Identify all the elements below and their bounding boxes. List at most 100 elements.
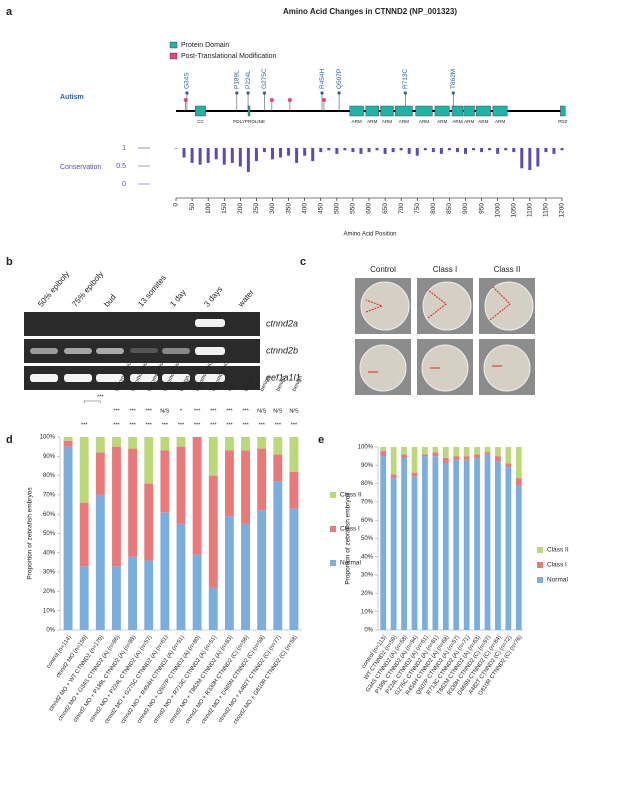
band xyxy=(96,374,124,382)
bar-segment xyxy=(95,437,105,453)
domain xyxy=(395,105,413,117)
domain xyxy=(247,105,251,117)
y-axis-label: Proportion of zebrafish embryos xyxy=(27,487,34,580)
y-tick-label: 1 xyxy=(122,145,126,152)
significance: *** xyxy=(275,422,282,428)
mutation-label: T862M xyxy=(450,69,457,89)
significance: *** xyxy=(97,394,104,400)
x-tick-label: 400 xyxy=(301,203,308,214)
domain-label: ARM xyxy=(367,119,377,124)
mutation-label: R713C xyxy=(402,68,409,89)
significance: N/S xyxy=(160,408,170,414)
bar-segment xyxy=(241,437,250,451)
significance: *** xyxy=(226,422,233,428)
significance: N/S xyxy=(257,408,267,414)
bar-segment xyxy=(79,502,89,567)
legend-swatch xyxy=(169,52,178,60)
bar-segment xyxy=(273,454,283,482)
embryo xyxy=(359,344,407,392)
ptm-marker xyxy=(287,98,292,102)
bar-segment xyxy=(112,566,121,630)
y-tick-label: 90% xyxy=(361,463,374,469)
band xyxy=(64,374,92,382)
lane-label: 13 somites xyxy=(136,273,168,308)
bar-segment xyxy=(515,447,522,479)
bar-segment xyxy=(390,447,397,475)
bar-segment xyxy=(474,454,480,458)
significance: *** xyxy=(258,422,265,428)
mutation-label: G34S xyxy=(184,72,191,89)
domain-label: ARM xyxy=(352,119,362,124)
significance: * xyxy=(180,408,183,414)
bar-segment xyxy=(390,474,397,479)
bar-segment xyxy=(495,461,501,630)
bar-segment xyxy=(224,437,234,451)
legend-swatch xyxy=(330,560,336,566)
panel-label: c xyxy=(300,256,306,268)
embryo-photos xyxy=(355,278,535,395)
bar-segment xyxy=(63,437,73,441)
significance: *** xyxy=(210,422,217,428)
panel-label: e xyxy=(318,434,324,446)
lane-label: 3 days xyxy=(202,285,224,309)
domain-label: ARM xyxy=(452,119,462,124)
y-tick-label: 60% xyxy=(43,512,56,518)
lane-label: water xyxy=(236,288,256,310)
bar-segment xyxy=(453,447,460,457)
mutation-marker xyxy=(235,91,239,95)
band xyxy=(130,348,158,353)
bar-segment xyxy=(241,450,250,524)
domain-label: PDZ xyxy=(558,119,567,124)
x-tick-label: 1050 xyxy=(510,203,517,218)
x-tick-label: 900 xyxy=(462,203,469,214)
column-label: Class II xyxy=(494,265,521,274)
significance: *** xyxy=(194,408,201,414)
bar-segment xyxy=(192,437,202,555)
bar-segment xyxy=(515,485,522,630)
significance: *** xyxy=(291,422,298,428)
legend-label: Class II xyxy=(340,492,362,499)
bar-segment xyxy=(432,456,439,630)
mutation-marker xyxy=(320,91,324,95)
mutation-label: Q507P xyxy=(336,69,343,89)
legend-swatch xyxy=(537,562,543,568)
bar-segment xyxy=(176,523,186,630)
bar-segment xyxy=(128,437,138,449)
gel xyxy=(24,312,260,390)
angle xyxy=(489,285,511,321)
x-tick-label: 750 xyxy=(414,203,421,214)
bar-segment xyxy=(422,454,428,457)
gene-label: ctnnd2b xyxy=(266,345,298,355)
bar-segment xyxy=(411,447,418,473)
y-tick-label: 80% xyxy=(43,473,56,479)
bar-segment xyxy=(442,463,449,630)
domain-label: ARM xyxy=(419,119,429,124)
domain-label: CC xyxy=(197,119,204,124)
x-tick-label: 100 xyxy=(205,203,212,214)
ptm-marker xyxy=(321,98,326,102)
y-tick-label: 10% xyxy=(43,608,56,614)
bar-segment xyxy=(128,448,138,557)
bar-segment xyxy=(380,447,387,451)
significance: *** xyxy=(129,422,136,428)
domain-label: ARM xyxy=(399,119,409,124)
domain xyxy=(365,105,379,117)
x-tick-label: 450 xyxy=(317,203,324,214)
bar-segment xyxy=(257,510,267,630)
x-tick-label: 650 xyxy=(382,203,389,214)
bar-segment xyxy=(224,516,234,630)
x-tick-label: 1100 xyxy=(527,203,534,217)
mutation-label: G275C xyxy=(261,68,268,89)
bar-segment xyxy=(289,471,299,509)
panel-label: a xyxy=(6,6,13,18)
bar-segment xyxy=(79,437,89,503)
y-tick-label: 0.5 xyxy=(116,163,126,170)
lane-label: bud xyxy=(102,293,117,309)
bar-segment xyxy=(380,456,387,630)
bar-segment xyxy=(401,454,407,458)
angle xyxy=(427,289,447,319)
bar-segment xyxy=(411,472,418,477)
embryo xyxy=(422,281,472,331)
phenotype: null xyxy=(227,382,236,392)
